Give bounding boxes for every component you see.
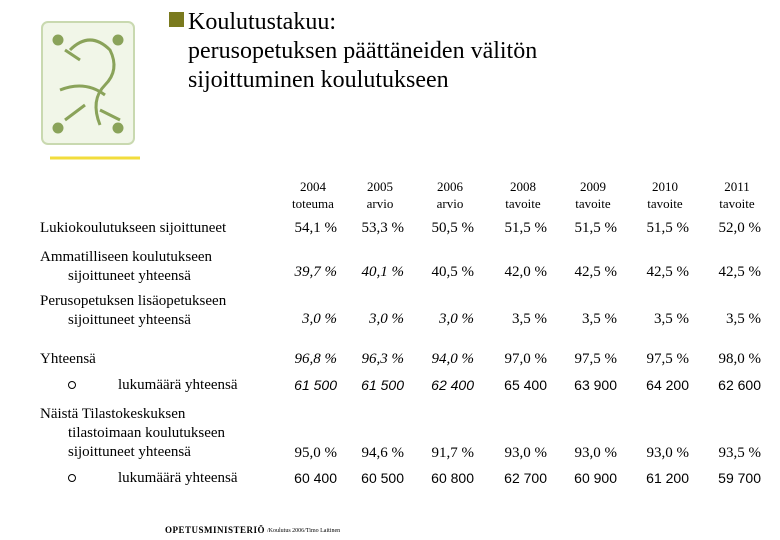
- column-header: tavoite: [575, 196, 611, 211]
- cell: 39,7 %: [294, 264, 338, 280]
- cell: 59 700: [718, 470, 761, 486]
- cell: 94,0 %: [431, 351, 475, 367]
- cell: 62 400: [431, 377, 474, 393]
- title-line: perusopetuksen päättäneiden välitön: [188, 38, 538, 64]
- cell: 40,1 %: [361, 264, 405, 280]
- title-bullet: [169, 12, 184, 27]
- column-header: 2009: [580, 179, 606, 194]
- row-label: lukumäärä yhteensä: [118, 470, 238, 486]
- row-label: sijoittuneet yhteensä: [68, 268, 191, 284]
- cell: 3,0 %: [439, 311, 474, 327]
- cell: 95,0 %: [294, 445, 338, 461]
- column-header: 2011: [724, 179, 750, 194]
- cell: 3,0 %: [369, 311, 404, 327]
- cell: 3,0 %: [302, 311, 337, 327]
- cell: 42,5 %: [718, 264, 762, 280]
- row-label: lukumäärä yhteensä: [118, 377, 238, 393]
- cell: 93,0 %: [574, 445, 618, 461]
- column-header: tavoite: [505, 196, 541, 211]
- row-label: Ammatilliseen koulutukseen: [40, 249, 213, 265]
- cell: 97,0 %: [504, 351, 548, 367]
- cell: 51,5 %: [574, 220, 618, 236]
- cell: 3,5 %: [726, 311, 761, 327]
- title-line: Koulutustakuu:: [188, 9, 336, 35]
- column-header: 2010: [652, 179, 678, 194]
- cell: 51,5 %: [504, 220, 548, 236]
- row-label: Perusopetuksen lisäopetukseen: [40, 293, 227, 309]
- row-label: sijoittuneet yhteensä: [68, 312, 191, 328]
- cell: 60 800: [431, 470, 474, 486]
- bullet: [68, 474, 76, 482]
- column-header: 2004: [300, 179, 326, 194]
- cell: 94,6 %: [361, 445, 405, 461]
- cell: 51,5 %: [646, 220, 690, 236]
- cell: 61 200: [646, 470, 689, 486]
- cell: 62 700: [504, 470, 547, 486]
- cell: 93,5 %: [718, 445, 762, 461]
- cell: 42,0 %: [504, 264, 548, 280]
- cell: 52,0 %: [718, 220, 762, 236]
- footer-organization: OPETUSMINISTERIÖ: [165, 525, 266, 535]
- cell: 60 900: [574, 470, 617, 486]
- cell: 60 400: [294, 470, 337, 486]
- title-line: sijoittuminen koulutukseen: [188, 67, 449, 93]
- column-header: toteuma: [292, 196, 334, 211]
- cell: 3,5 %: [654, 311, 689, 327]
- cell: 98,0 %: [718, 351, 762, 367]
- cell: 42,5 %: [574, 264, 618, 280]
- cell: 93,0 %: [504, 445, 548, 461]
- cell: 53,3 %: [361, 220, 405, 236]
- cell: 60 500: [361, 470, 404, 486]
- emblem: [41, 21, 135, 145]
- footer-note: /Koulutus 2006/Timo Laitinen: [267, 528, 341, 534]
- cell: 61 500: [294, 377, 337, 393]
- column-header: arvio: [366, 196, 394, 211]
- row-label: tilastoimaan koulutukseen: [68, 425, 226, 441]
- row-label: Näistä Tilastokeskuksen: [40, 406, 186, 422]
- cell: 62 600: [718, 377, 761, 393]
- column-header: 2005: [367, 179, 393, 194]
- row-label: Yhteensä: [40, 351, 96, 367]
- row-label: sijoittuneet yhteensä: [68, 444, 191, 460]
- cell: 97,5 %: [574, 351, 618, 367]
- column-header: 2008: [510, 179, 536, 194]
- column-header: arvio: [436, 196, 464, 211]
- cell: 63 900: [574, 377, 617, 393]
- row-label: Lukiokoulutukseen sijoittuneet: [40, 220, 227, 236]
- cell: 54,1 %: [294, 220, 338, 236]
- cell: 64 200: [646, 377, 689, 393]
- cell: 3,5 %: [512, 311, 547, 327]
- column-header: 2006: [437, 179, 463, 194]
- cell: 61 500: [361, 377, 404, 393]
- cell: 3,5 %: [582, 311, 617, 327]
- cell: 93,0 %: [646, 445, 690, 461]
- bullet: [68, 381, 76, 389]
- cell: 96,8 %: [294, 351, 338, 367]
- cell: 65 400: [504, 377, 547, 393]
- cell: 42,5 %: [646, 264, 690, 280]
- column-header: tavoite: [719, 196, 755, 211]
- cell: 96,3 %: [361, 351, 405, 367]
- cell: 91,7 %: [431, 445, 475, 461]
- cell: 97,5 %: [646, 351, 690, 367]
- cell: 40,5 %: [431, 264, 475, 280]
- cell: 50,5 %: [431, 220, 475, 236]
- column-header: tavoite: [647, 196, 683, 211]
